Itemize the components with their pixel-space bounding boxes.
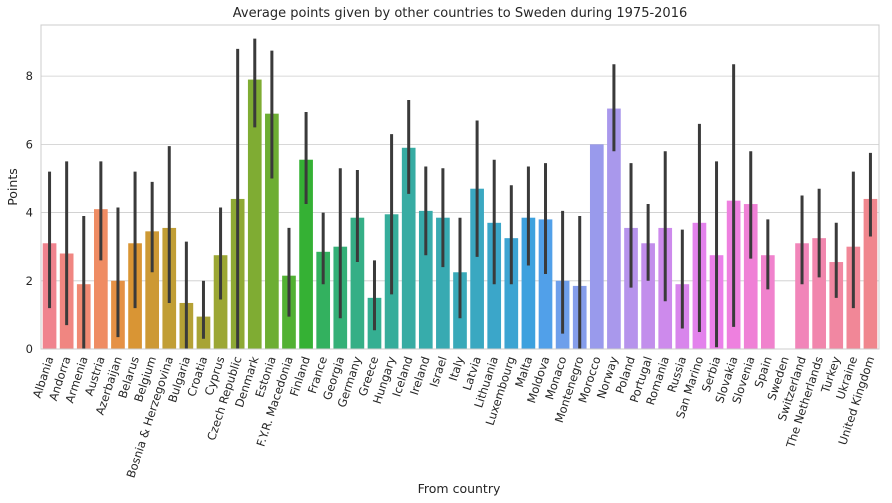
- bar-12: [247, 79, 262, 349]
- chart-title: Average points given by other countries …: [233, 6, 688, 21]
- bar-25: [470, 188, 484, 349]
- bar-48: [863, 198, 878, 349]
- bar-16: [316, 251, 331, 349]
- y-tick-labels: 0 2 4 6 8: [26, 69, 33, 356]
- bar-29: [538, 219, 553, 349]
- bar-33: [607, 108, 621, 349]
- bar-6: [145, 231, 160, 349]
- bar-42: [760, 255, 775, 349]
- bar-23: [436, 217, 450, 349]
- bar-15: [299, 159, 313, 349]
- bar-45: [812, 238, 826, 349]
- x-tick-labels: AlbaniaAndorraArmeniaAustriaAzerbaijanBe…: [30, 354, 877, 479]
- bar-13: [265, 113, 279, 350]
- y-tick-label: 2: [26, 274, 33, 288]
- bar-10: [213, 255, 228, 349]
- bar-35: [641, 243, 655, 349]
- bar-28: [521, 217, 536, 349]
- y-axis-label: Points: [5, 168, 20, 206]
- y-tick-label: 6: [26, 137, 33, 151]
- bar-3: [94, 209, 108, 349]
- y-tick-label: 0: [26, 342, 33, 356]
- bar-41: [743, 204, 758, 349]
- bar-46: [829, 262, 844, 349]
- bar-32: [589, 144, 604, 349]
- x-axis-label: From country: [418, 481, 501, 496]
- plot-frame: [40, 24, 880, 350]
- bar-34: [624, 227, 638, 349]
- bar-18: [350, 217, 365, 349]
- bar-22: [418, 210, 433, 349]
- y-tick-label: 4: [26, 206, 33, 220]
- error-bars: [48, 38, 872, 349]
- bar-21: [401, 147, 416, 349]
- y-tick-label: 8: [26, 69, 33, 83]
- bar-27: [504, 238, 519, 349]
- bar-26: [487, 222, 502, 349]
- bar-44: [795, 243, 809, 349]
